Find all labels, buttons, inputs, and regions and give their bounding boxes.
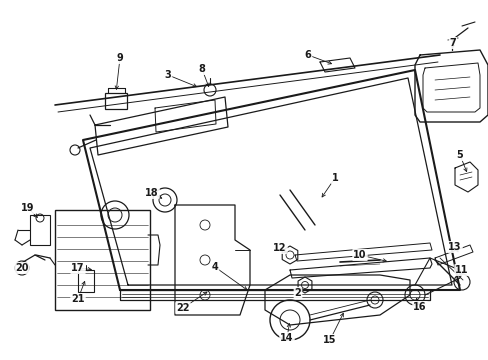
- Bar: [105, 93, 127, 109]
- Text: 20: 20: [15, 263, 29, 273]
- Text: 18: 18: [145, 188, 159, 198]
- Text: 7: 7: [448, 38, 455, 48]
- Text: 5: 5: [456, 150, 463, 160]
- Text: 3: 3: [164, 70, 171, 80]
- Text: 17: 17: [71, 263, 84, 273]
- Text: 1: 1: [331, 173, 338, 183]
- Bar: [30, 215, 50, 245]
- Bar: [78, 270, 94, 292]
- Text: 14: 14: [280, 333, 293, 343]
- Text: 12: 12: [273, 243, 286, 253]
- Text: 16: 16: [412, 302, 426, 312]
- Text: 15: 15: [323, 335, 336, 345]
- Text: 2: 2: [294, 288, 301, 298]
- Text: 11: 11: [454, 265, 468, 275]
- Text: 19: 19: [21, 203, 35, 213]
- Bar: [55, 210, 150, 310]
- Text: 8: 8: [198, 64, 205, 74]
- Text: 13: 13: [447, 242, 461, 252]
- Text: 21: 21: [71, 294, 84, 304]
- Text: 6: 6: [304, 50, 311, 60]
- Text: 9: 9: [116, 53, 123, 63]
- Text: 10: 10: [352, 250, 366, 260]
- Text: 4: 4: [211, 262, 218, 272]
- Text: 22: 22: [176, 303, 189, 313]
